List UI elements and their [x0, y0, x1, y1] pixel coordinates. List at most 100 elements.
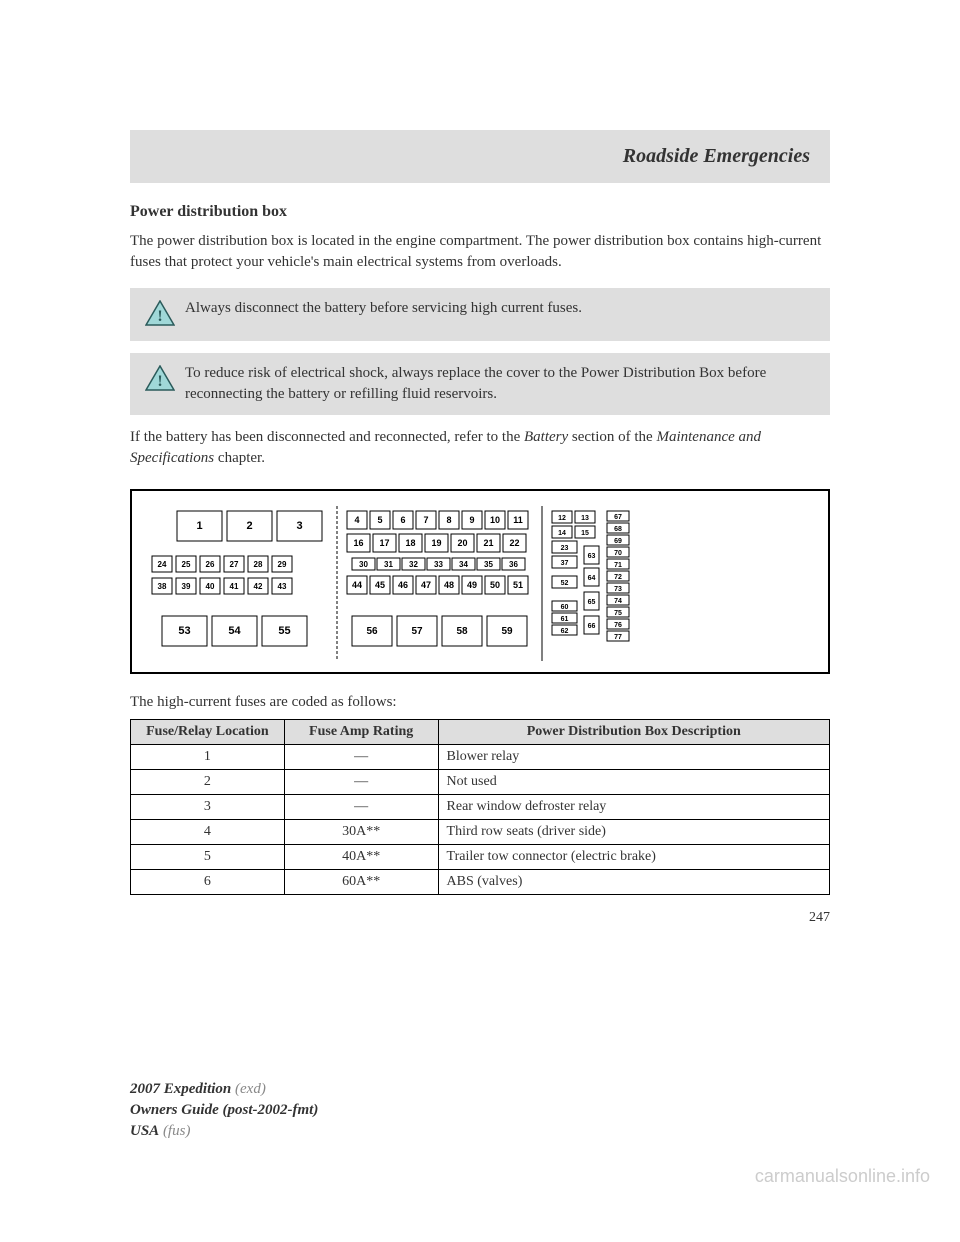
- footer: 2007 Expedition (exd) Owners Guide (post…: [130, 1079, 318, 1142]
- svg-text:64: 64: [588, 575, 596, 582]
- table-row: 3—Rear window defroster relay: [131, 795, 830, 820]
- svg-text:75: 75: [614, 610, 622, 617]
- svg-text:12: 12: [558, 515, 566, 522]
- svg-text:15: 15: [581, 530, 589, 537]
- table-header-1: Fuse/Relay Location: [131, 720, 285, 745]
- svg-text:8: 8: [446, 515, 451, 525]
- header-title: Roadside Emergencies: [623, 145, 810, 167]
- svg-text:10: 10: [490, 515, 500, 525]
- table-row: 660A**ABS (valves): [131, 870, 830, 895]
- svg-text:16: 16: [353, 538, 363, 548]
- svg-text:2: 2: [246, 520, 252, 532]
- svg-text:60: 60: [561, 604, 569, 611]
- svg-text:13: 13: [581, 515, 589, 522]
- svg-text:25: 25: [182, 560, 191, 569]
- svg-text:61: 61: [561, 616, 569, 623]
- fuse-diagram: 1232425262728293839404142435354554567891…: [130, 489, 830, 674]
- svg-text:73: 73: [614, 586, 622, 593]
- svg-text:18: 18: [405, 538, 415, 548]
- svg-text:71: 71: [614, 562, 622, 569]
- svg-text:72: 72: [614, 574, 622, 581]
- svg-text:26: 26: [206, 560, 215, 569]
- svg-text:22: 22: [509, 538, 519, 548]
- svg-text:42: 42: [254, 582, 263, 591]
- svg-text:52: 52: [561, 580, 569, 587]
- svg-text:62: 62: [561, 628, 569, 635]
- svg-text:6: 6: [400, 515, 405, 525]
- svg-text:48: 48: [444, 580, 454, 590]
- svg-text:66: 66: [588, 623, 596, 630]
- svg-text:!: !: [157, 373, 162, 390]
- svg-text:70: 70: [614, 550, 622, 557]
- svg-text:47: 47: [421, 580, 431, 590]
- svg-text:76: 76: [614, 622, 622, 629]
- fuse-table: Fuse/Relay Location Fuse Amp Rating Powe…: [130, 719, 830, 895]
- svg-text:11: 11: [513, 515, 523, 525]
- svg-text:!: !: [157, 308, 162, 325]
- svg-text:24: 24: [158, 560, 167, 569]
- table-intro: The high-current fuses are coded as foll…: [130, 694, 830, 711]
- watermark: carmanualsonline.info: [755, 1166, 930, 1187]
- svg-text:58: 58: [456, 626, 468, 637]
- svg-text:5: 5: [377, 515, 382, 525]
- table-row: 540A**Trailer tow connector (electric br…: [131, 845, 830, 870]
- table-row: 2—Not used: [131, 770, 830, 795]
- intro-text: The power distribution box is located in…: [130, 231, 830, 273]
- svg-text:68: 68: [614, 526, 622, 533]
- svg-text:67: 67: [614, 514, 622, 521]
- svg-text:39: 39: [182, 582, 191, 591]
- svg-text:56: 56: [366, 626, 378, 637]
- svg-text:65: 65: [588, 599, 596, 606]
- svg-text:27: 27: [230, 560, 239, 569]
- svg-text:59: 59: [501, 626, 513, 637]
- svg-text:50: 50: [490, 580, 500, 590]
- battery-note: If the battery has been disconnected and…: [130, 427, 830, 469]
- svg-text:54: 54: [228, 625, 241, 637]
- svg-text:4: 4: [354, 515, 359, 525]
- svg-text:33: 33: [434, 560, 443, 569]
- warning-text-2: To reduce risk of electrical shock, alwa…: [185, 363, 815, 405]
- svg-text:63: 63: [588, 553, 596, 560]
- svg-text:49: 49: [467, 580, 477, 590]
- section-title: Power distribution box: [130, 203, 830, 221]
- svg-text:30: 30: [359, 560, 368, 569]
- warning-icon: !: [145, 365, 175, 396]
- svg-text:40: 40: [206, 582, 215, 591]
- svg-text:44: 44: [352, 580, 362, 590]
- svg-text:19: 19: [431, 538, 441, 548]
- svg-text:21: 21: [483, 538, 493, 548]
- warning-box-1: ! Always disconnect the battery before s…: [130, 288, 830, 341]
- svg-text:37: 37: [561, 560, 569, 567]
- svg-text:55: 55: [278, 625, 290, 637]
- svg-text:34: 34: [459, 560, 468, 569]
- svg-text:20: 20: [457, 538, 467, 548]
- svg-text:17: 17: [379, 538, 389, 548]
- svg-text:46: 46: [398, 580, 408, 590]
- warning-icon: !: [145, 300, 175, 331]
- svg-text:32: 32: [409, 560, 418, 569]
- svg-text:36: 36: [509, 560, 518, 569]
- svg-text:77: 77: [614, 634, 622, 641]
- svg-text:1: 1: [196, 520, 202, 532]
- svg-text:7: 7: [423, 515, 428, 525]
- table-row: 430A**Third row seats (driver side): [131, 820, 830, 845]
- svg-text:69: 69: [614, 538, 622, 545]
- svg-text:28: 28: [254, 560, 263, 569]
- warning-text-1: Always disconnect the battery before ser…: [185, 298, 582, 319]
- svg-text:41: 41: [230, 582, 239, 591]
- table-row: 1—Blower relay: [131, 745, 830, 770]
- svg-text:23: 23: [561, 545, 569, 552]
- svg-text:38: 38: [158, 582, 167, 591]
- svg-text:29: 29: [278, 560, 287, 569]
- table-header-2: Fuse Amp Rating: [284, 720, 438, 745]
- svg-text:3: 3: [296, 520, 302, 532]
- svg-text:45: 45: [375, 580, 385, 590]
- svg-text:31: 31: [384, 560, 393, 569]
- svg-text:35: 35: [484, 560, 493, 569]
- svg-text:74: 74: [614, 598, 622, 605]
- svg-text:43: 43: [278, 582, 287, 591]
- svg-text:9: 9: [469, 515, 474, 525]
- svg-text:53: 53: [178, 625, 190, 637]
- svg-text:57: 57: [411, 626, 423, 637]
- header-bar: Roadside Emergencies: [130, 130, 830, 183]
